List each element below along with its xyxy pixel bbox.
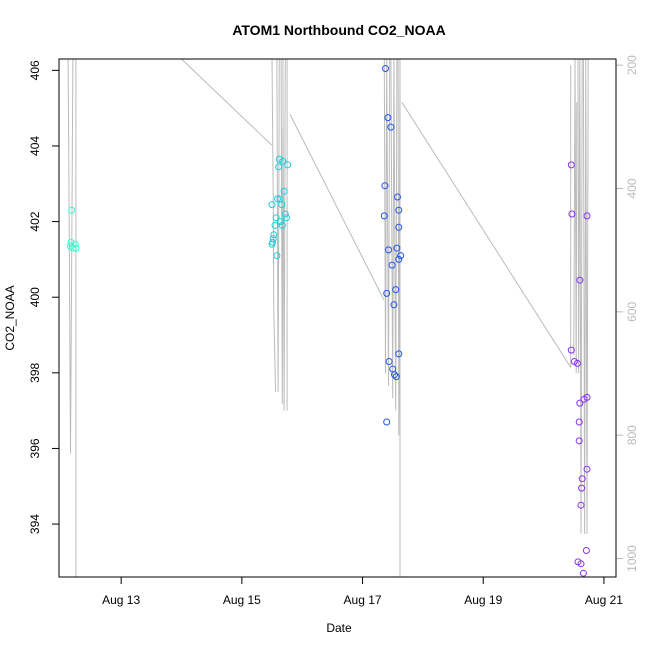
data-point-s4-2 [568, 210, 576, 218]
data-point-s3-5 [380, 212, 388, 220]
data-point-s2-17 [281, 210, 289, 218]
data-point-s4-3 [583, 212, 591, 220]
y-tick-label-1: 396 [28, 438, 42, 458]
data-point-s3-14 [393, 244, 401, 252]
data-point-s3-2 [384, 114, 392, 122]
data-point-s4-13 [583, 465, 591, 473]
data-point-s2-10 [275, 155, 283, 163]
pressure-segment-6 [282, 58, 286, 411]
y2-tick-label-4: 1000 [625, 545, 639, 572]
data-point-s2-8 [274, 195, 281, 203]
data-point-s4-6 [573, 359, 581, 367]
data-point-s3-6 [385, 246, 392, 254]
data-point-s4-15 [578, 484, 586, 492]
data-point-s3-12 [395, 206, 403, 214]
data-point-s4-18 [577, 560, 585, 568]
data-point-s3-17 [385, 358, 393, 365]
y-tick-label-6: 406 [28, 60, 42, 80]
y-tick-label-3: 400 [28, 287, 42, 307]
data-point-s2-7 [273, 252, 281, 260]
data-points [67, 65, 591, 577]
y2-tick-label-1: 400 [625, 178, 639, 198]
data-point-s1-5 [71, 240, 79, 248]
data-point-s2-4 [270, 231, 278, 239]
data-point-s4-19 [579, 569, 587, 577]
data-point-s4-10 [580, 395, 588, 403]
data-point-s3-21 [395, 350, 403, 358]
chart-title: ATOM1 Northbound CO2_NOAA [232, 22, 445, 38]
data-point-s3-13 [395, 223, 403, 231]
data-point-s1-1 [68, 206, 76, 214]
axes: Aug 13 Aug 15 Aug 17 Aug 19 Aug 21 394 396 398 4… [28, 55, 639, 607]
x-tick-label-1: Aug 15 [223, 593, 261, 607]
data-point-s2-19 [284, 161, 292, 169]
data-point-s2-20 [268, 240, 276, 248]
y-tick-label-0: 394 [28, 514, 42, 534]
data-point-s3-10 [392, 286, 400, 294]
data-point-s3-9 [390, 301, 398, 309]
data-point-s2-9 [275, 163, 283, 171]
y2-tick-label-3: 800 [625, 425, 639, 445]
data-point-s3-22 [383, 418, 391, 426]
x-axis-label: Date [326, 621, 352, 635]
data-point-s2-12 [277, 218, 284, 226]
data-point-s3-8 [383, 289, 391, 297]
pressure-segment-8 [289, 114, 385, 300]
data-point-s2-1 [268, 201, 276, 209]
data-point-s4-11 [575, 418, 583, 426]
pressure-segment-2 [181, 58, 273, 146]
data-point-s1-4 [69, 244, 77, 252]
data-point-s4-1 [567, 161, 575, 169]
x-tick-label-2: Aug 17 [344, 593, 382, 607]
data-point-s4-7 [576, 276, 584, 284]
data-point-s2-13 [278, 201, 286, 209]
data-point-s3-16 [397, 252, 405, 260]
data-point-s3-15 [395, 255, 403, 263]
x-tick-label-3: Aug 19 [464, 593, 502, 607]
data-point-s1-6 [72, 244, 80, 252]
data-point-s2-18 [283, 214, 290, 222]
data-point-s2-5 [271, 221, 279, 229]
pressure-segment-12 [401, 101, 572, 368]
y-tick-label-4: 402 [28, 211, 42, 231]
y2-tick-label-2: 600 [625, 302, 639, 322]
y-tick-label-5: 404 [28, 136, 42, 156]
data-point-s3-19 [391, 371, 398, 379]
y2-tick-label-0: 200 [625, 55, 639, 75]
x-tick-label-0: Aug 13 [102, 593, 140, 607]
data-point-s2-14 [278, 221, 286, 229]
data-point-s4-9 [576, 399, 584, 407]
pressure-segment-3 [271, 58, 277, 393]
data-point-s3-11 [394, 193, 401, 201]
data-point-s3-7 [388, 261, 396, 269]
data-point-s3-1 [382, 65, 389, 72]
data-point-s3-3 [387, 123, 395, 131]
x-tick-label-4: Aug 21 [585, 593, 623, 607]
y-tick-label-2: 398 [28, 362, 42, 382]
data-point-s4-14 [578, 475, 586, 483]
data-point-s3-4 [381, 182, 389, 190]
data-point-s2-16 [280, 187, 288, 195]
data-point-s4-20 [582, 547, 590, 554]
data-point-s4-4 [567, 346, 575, 354]
plot-area-frame [58, 58, 617, 578]
data-point-s2-15 [279, 157, 287, 165]
data-point-s4-16 [577, 501, 585, 509]
data-point-s2-6 [272, 214, 280, 222]
pressure-segment-14 [573, 58, 578, 374]
data-point-s3-20 [392, 373, 400, 381]
data-point-s4-12 [575, 437, 583, 445]
y-axis-label: CO2_NOAA [3, 285, 17, 350]
pressure-segment-0 [67, 58, 74, 454]
